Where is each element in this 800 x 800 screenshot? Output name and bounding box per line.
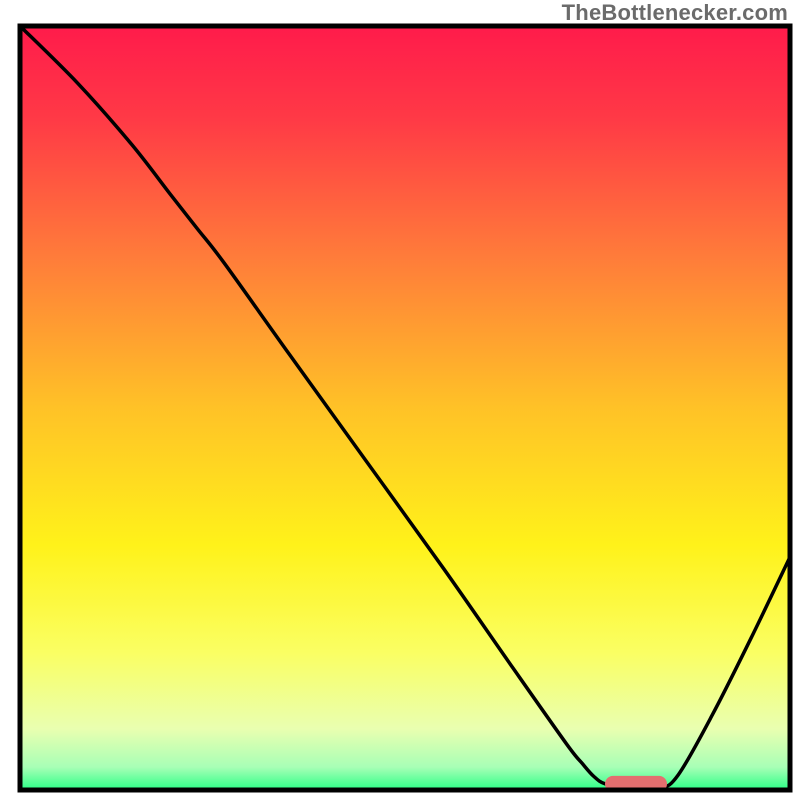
bottleneck-chart bbox=[0, 0, 800, 800]
watermark-text: TheBottlenecker.com bbox=[562, 0, 788, 26]
plot-area bbox=[20, 26, 790, 792]
chart-container: TheBottlenecker.com bbox=[0, 0, 800, 800]
gradient-background bbox=[20, 26, 790, 790]
